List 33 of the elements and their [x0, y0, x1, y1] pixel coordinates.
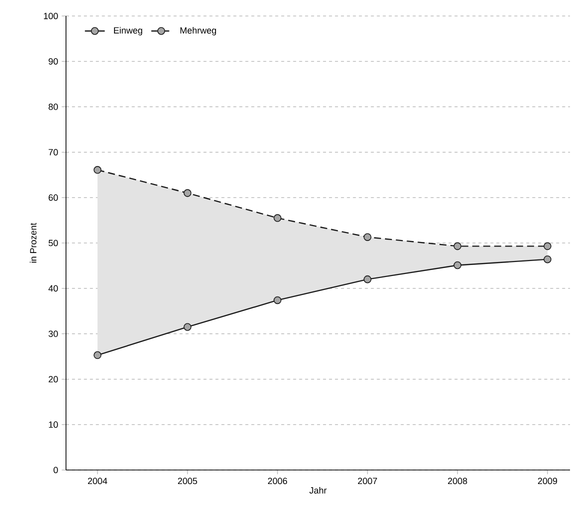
y-tick-label: 20 — [48, 376, 58, 382]
y-tick-label: 100 — [44, 12, 58, 20]
y-tick-label: 80 — [48, 104, 58, 110]
point — [364, 233, 372, 241]
x-tick-label: 2005 — [178, 478, 198, 484]
point — [274, 296, 282, 304]
y-tick-label: 0 — [54, 466, 58, 474]
x-tick-label: 2007 — [358, 478, 378, 484]
x-tick-label: 2009 — [538, 478, 558, 484]
y-tick-label: 90 — [48, 58, 58, 65]
legend-label: Einweg — [114, 26, 142, 36]
point — [544, 242, 552, 250]
x-tick-label: 2004 — [88, 478, 108, 484]
y-tick-label: 10 — [48, 421, 58, 428]
y-tick-label: 60 — [48, 194, 58, 201]
point — [94, 351, 102, 360]
point — [274, 214, 282, 222]
y-axis-title: in Prozent — [30, 222, 36, 263]
y-tick-label: 50 — [48, 240, 58, 246]
point — [544, 255, 552, 264]
point — [184, 189, 192, 197]
x-tick-label: 2008 — [448, 478, 468, 484]
point — [184, 323, 192, 331]
point — [364, 275, 372, 284]
point — [454, 242, 462, 250]
legend-label: Mehrweg — [180, 26, 216, 36]
y-tick-label: 70 — [48, 149, 58, 156]
y-tick-label: 40 — [48, 285, 58, 292]
x-axis-title: Jahr — [309, 486, 327, 494]
point — [94, 166, 102, 174]
point — [454, 261, 462, 270]
x-tick-label: 2006 — [268, 478, 288, 484]
y-tick-label: 30 — [48, 330, 58, 337]
